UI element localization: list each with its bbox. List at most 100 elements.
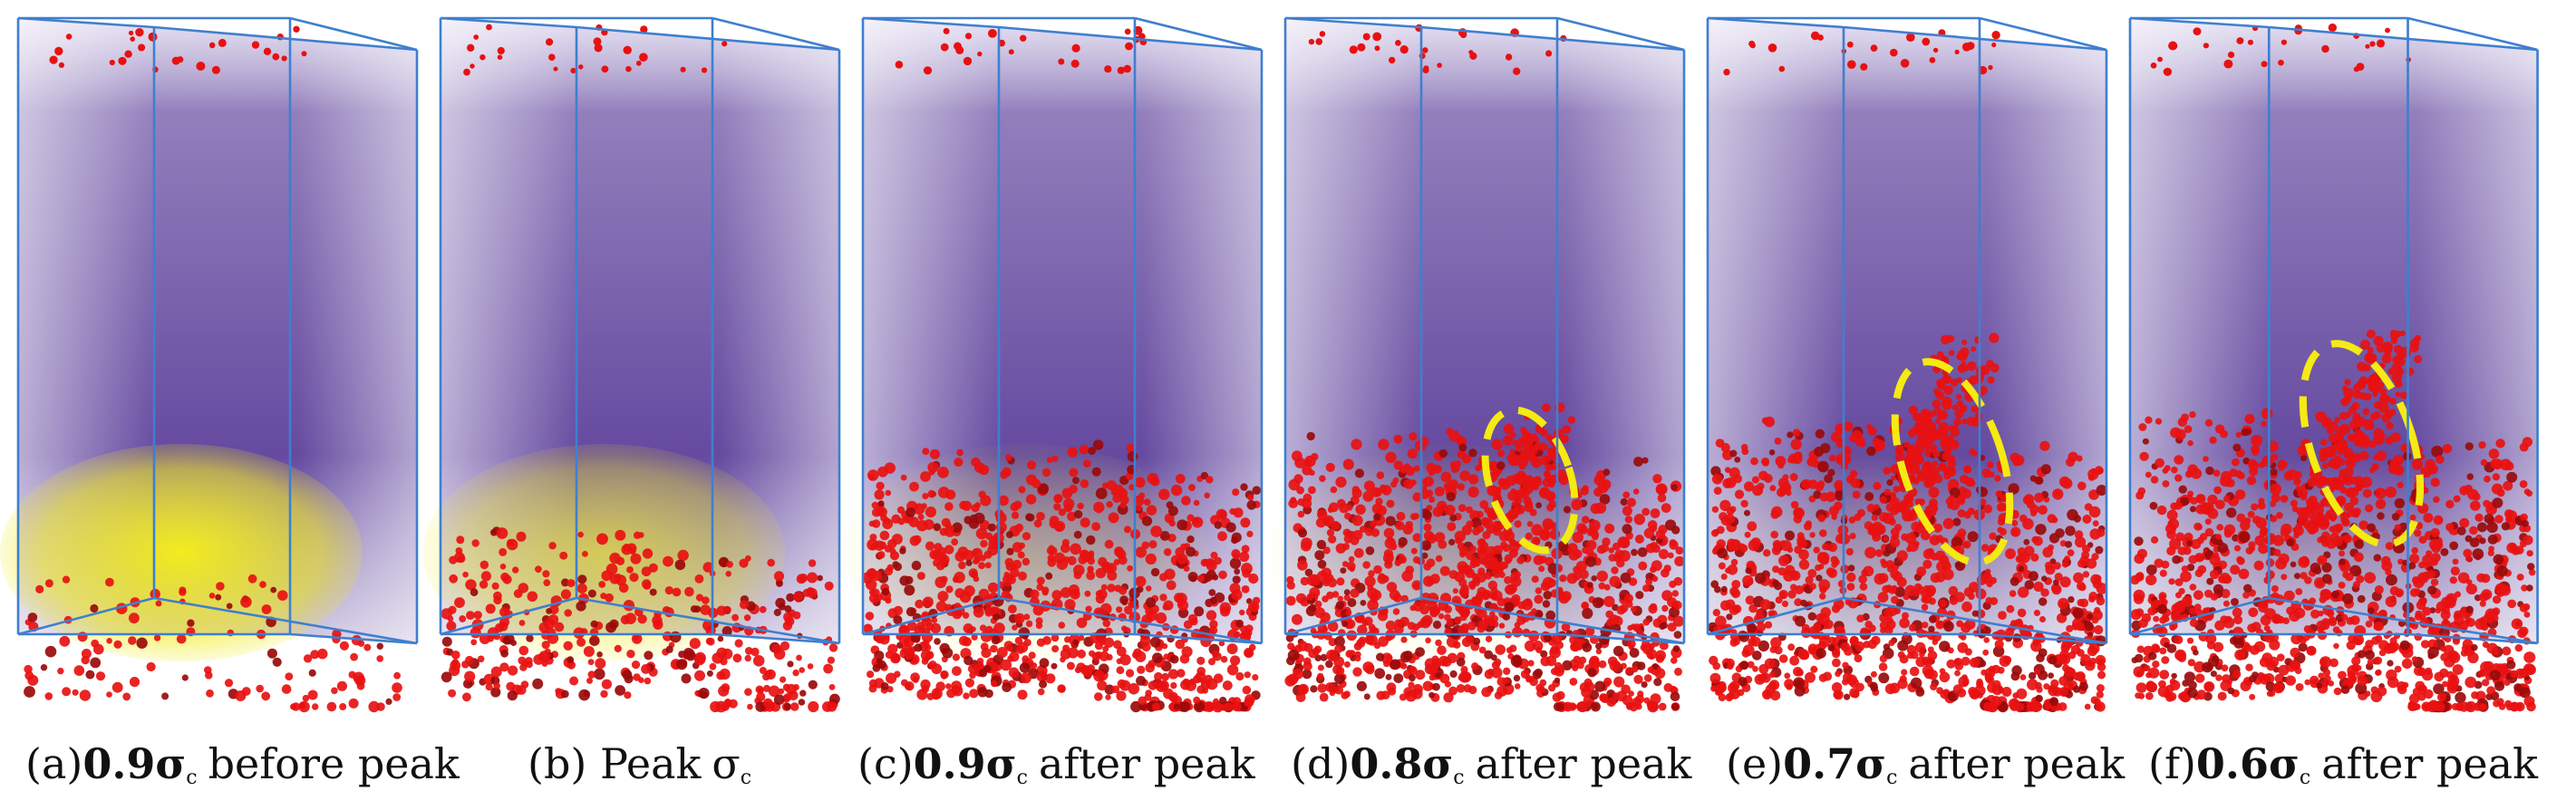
particle — [726, 561, 733, 568]
particle — [2077, 481, 2087, 491]
particle — [2193, 661, 2205, 673]
particle — [1000, 470, 1009, 479]
particle — [1479, 500, 1489, 509]
particle — [2010, 671, 2020, 681]
particle — [1645, 543, 1656, 554]
particle — [2523, 488, 2531, 496]
particle — [2170, 466, 2178, 474]
particle — [1750, 457, 1758, 466]
particle — [799, 689, 807, 697]
particle — [1304, 568, 1313, 577]
particle — [2213, 486, 2223, 495]
particle — [1141, 516, 1153, 526]
particle — [263, 47, 272, 55]
particle — [1531, 536, 1541, 546]
particle — [1317, 509, 1328, 520]
particle — [1884, 625, 1893, 635]
particle — [1827, 468, 1835, 477]
particle — [1778, 65, 1786, 72]
particle — [1626, 497, 1636, 507]
particle — [2263, 673, 2275, 684]
particle — [1983, 637, 1990, 643]
particle — [1496, 677, 1506, 687]
particle — [1582, 516, 1590, 524]
particle — [694, 670, 705, 681]
particle — [1077, 649, 1086, 659]
particle — [1177, 519, 1188, 531]
box-edge — [712, 16, 840, 52]
particle — [2072, 607, 2084, 619]
particle — [1322, 626, 1328, 632]
particle — [1484, 506, 1491, 514]
particle — [1739, 544, 1748, 553]
particle — [922, 616, 932, 627]
particle — [780, 641, 790, 651]
particle — [1866, 446, 1876, 457]
particle — [1874, 504, 1880, 510]
particle — [880, 682, 889, 690]
particle — [635, 60, 642, 66]
particle — [1585, 548, 1594, 557]
particle — [1037, 688, 1045, 696]
particle — [1330, 486, 1338, 494]
particle — [2523, 696, 2535, 707]
particle — [1145, 553, 1157, 565]
particle — [886, 672, 897, 684]
particle — [1334, 644, 1343, 654]
particle — [1585, 626, 1595, 637]
particle — [1337, 595, 1343, 602]
particle — [1188, 484, 1196, 492]
particle — [1954, 661, 1964, 670]
particle — [111, 681, 123, 693]
particle — [971, 633, 978, 641]
particle — [1297, 560, 1308, 571]
particle — [1325, 660, 1333, 669]
particle — [1951, 404, 1959, 411]
particle — [2331, 590, 2340, 599]
particle — [1395, 521, 1405, 531]
particle — [962, 612, 970, 619]
particle — [462, 571, 469, 578]
particle — [1891, 535, 1897, 541]
particle — [1078, 554, 1088, 564]
particle — [2134, 536, 2144, 546]
particle — [1293, 668, 1303, 680]
panel-svg — [422, 16, 841, 713]
particle — [2486, 522, 2498, 534]
particle — [879, 530, 890, 541]
particle — [2040, 588, 2049, 597]
particle — [2179, 497, 2189, 506]
particle — [1673, 631, 1682, 639]
particle — [2134, 653, 2144, 663]
particle — [518, 620, 526, 626]
particle — [2447, 650, 2459, 661]
particle — [1621, 662, 1627, 670]
particle — [1505, 583, 1516, 595]
particle — [1801, 478, 1812, 490]
particle — [1119, 654, 1131, 666]
particle — [24, 686, 35, 698]
particle — [590, 620, 598, 629]
particle — [302, 694, 310, 702]
particle — [967, 664, 978, 674]
particle — [1514, 622, 1521, 629]
particle — [1362, 561, 1370, 569]
particle — [1104, 539, 1114, 549]
particle — [1551, 462, 1560, 470]
particle — [2036, 653, 2045, 662]
particle — [2423, 513, 2434, 523]
particle — [1169, 654, 1179, 664]
particle — [1365, 546, 1375, 555]
particle — [90, 657, 102, 669]
particle — [1728, 545, 1735, 552]
particle — [1187, 613, 1198, 624]
particle — [1477, 608, 1487, 619]
particle — [2067, 549, 2075, 557]
particle — [1637, 690, 1644, 698]
particle — [1714, 585, 1721, 593]
particle — [1879, 654, 1888, 663]
particle — [1292, 613, 1303, 625]
particle — [2078, 583, 2087, 592]
particle — [622, 670, 633, 680]
particle — [1868, 624, 1876, 632]
